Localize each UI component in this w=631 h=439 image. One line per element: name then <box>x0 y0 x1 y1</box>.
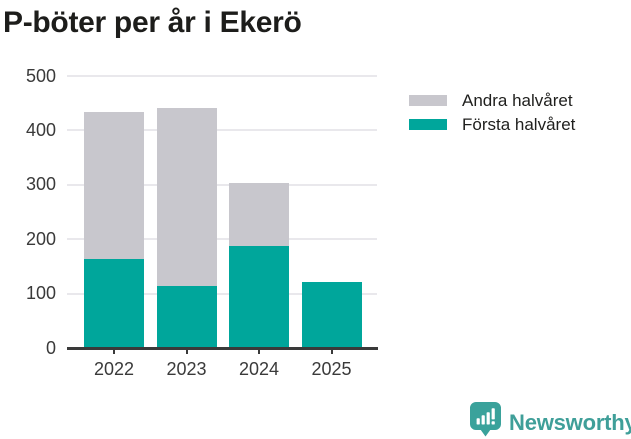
y-axis-label-0: 0 <box>45 337 56 358</box>
legend-label: Första halvåret <box>462 114 576 134</box>
bar-2022-andra-halvaret <box>84 111 144 259</box>
legend-label: Andra halvåret <box>462 90 573 110</box>
legend-swatch-forsta <box>409 119 447 130</box>
y-axis-label-300: 300 <box>25 174 56 195</box>
x-axis-tick-2025 <box>330 349 333 354</box>
bar-2022-forsta-halvaret <box>84 258 144 348</box>
bar-2023-forsta-halvaret <box>156 286 217 348</box>
legend-item: Första halvåret <box>409 115 575 134</box>
x-axis-tick-2023 <box>185 349 188 354</box>
x-axis-label-2022: 2022 <box>93 359 135 379</box>
bar-2024-andra-halvaret <box>229 182 289 247</box>
x-axis-tick-2022 <box>113 349 115 354</box>
y-axis-label-500: 500 <box>25 65 56 86</box>
x-axis-label-2023: 2023 <box>166 359 207 379</box>
bar-2025-forsta-halvaret <box>301 282 362 348</box>
chart-title: P-böter per år i Ekerö <box>3 6 302 39</box>
brand-name: Newsworthy <box>509 410 631 435</box>
gridline-100 <box>67 292 377 295</box>
bar-2023-andra-halvaret <box>156 108 217 286</box>
gridline-300 <box>67 183 377 186</box>
legend: Andra halvåret Första halvåret <box>409 91 575 143</box>
gridline-400 <box>67 129 377 132</box>
legend-swatch-andra <box>409 95 447 106</box>
y-axis-label-200: 200 <box>25 228 56 249</box>
gridline-200 <box>67 238 377 241</box>
x-axis-line <box>67 347 378 350</box>
y-axis-label-100: 100 <box>25 283 56 304</box>
x-axis-label-2024: 2024 <box>238 359 280 379</box>
x-axis-label-2025: 2025 <box>311 359 352 379</box>
legend-item: Andra halvåret <box>409 91 575 110</box>
bar-2024-forsta-halvaret <box>229 246 289 348</box>
gridline-500 <box>67 75 377 77</box>
x-axis-tick-2024 <box>258 349 260 354</box>
newsworthy-chart-bubble-icon <box>470 402 501 437</box>
y-axis-label-400: 400 <box>25 119 56 140</box>
